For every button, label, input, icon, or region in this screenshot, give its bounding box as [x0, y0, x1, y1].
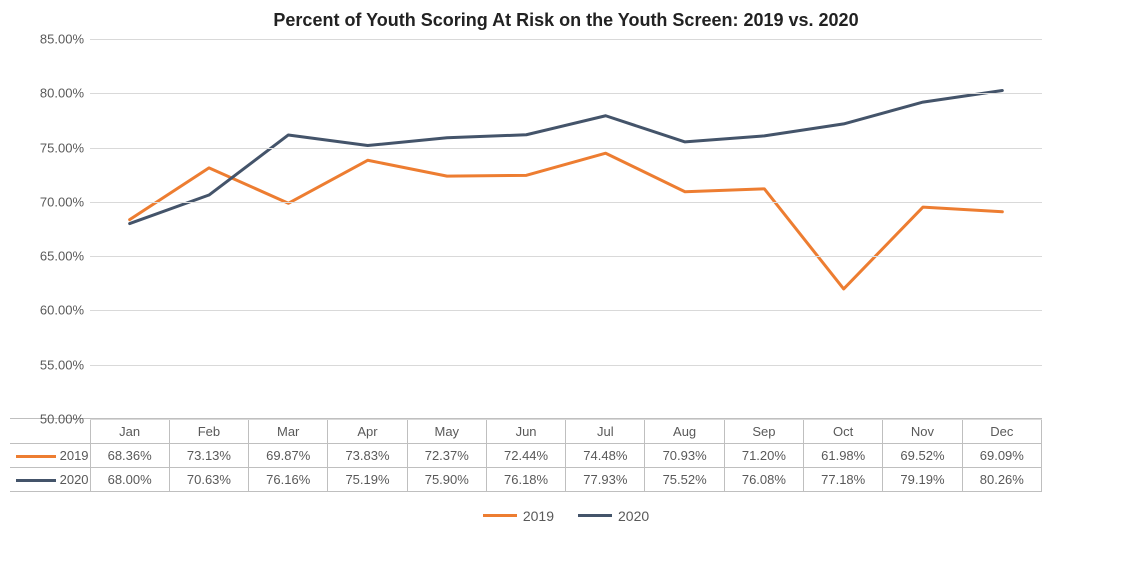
y-tick-label: 80.00% — [40, 86, 84, 101]
data-cell: 77.93% — [566, 468, 645, 492]
month-header: Jun — [486, 420, 565, 444]
gridline — [90, 419, 1042, 420]
gridline — [90, 39, 1042, 40]
y-tick-label: 50.00% — [40, 412, 84, 427]
data-cell: 70.63% — [169, 468, 248, 492]
data-cell: 61.98% — [804, 444, 883, 468]
series-line-2019 — [130, 153, 1003, 289]
data-cell: 70.93% — [645, 444, 724, 468]
legend-item-2020: 2020 — [578, 508, 649, 524]
data-cell: 75.90% — [407, 468, 486, 492]
month-header: Jan — [90, 420, 169, 444]
data-cell: 68.00% — [90, 468, 169, 492]
data-cell: 69.52% — [883, 444, 962, 468]
gridline — [90, 310, 1042, 311]
series-lines — [90, 39, 1042, 419]
gridline — [90, 365, 1042, 366]
gridline — [90, 256, 1042, 257]
data-cell: 72.44% — [486, 444, 565, 468]
series-marker-2019 — [16, 455, 56, 458]
month-header: Apr — [328, 420, 407, 444]
month-header: Feb — [169, 420, 248, 444]
series-row-header: 2020 — [10, 468, 90, 492]
y-tick-label: 75.00% — [40, 140, 84, 155]
y-tick-label: 85.00% — [40, 32, 84, 47]
month-header: Mar — [249, 420, 328, 444]
gridline — [90, 202, 1042, 203]
chart-title: Percent of Youth Scoring At Risk on the … — [10, 10, 1122, 31]
data-cell: 80.26% — [962, 468, 1041, 492]
gridline — [90, 93, 1042, 94]
month-header: Oct — [804, 420, 883, 444]
legend-label: 2020 — [618, 508, 649, 524]
plot-area: 50.00%55.00%60.00%65.00%70.00%75.00%80.0… — [10, 39, 1042, 419]
series-line-2020 — [130, 90, 1003, 223]
chart-container: Percent of Youth Scoring At Risk on the … — [0, 0, 1132, 584]
month-header: Jul — [566, 420, 645, 444]
legend-swatch-2020 — [578, 514, 612, 517]
data-cell: 77.18% — [804, 468, 883, 492]
legend: 2019 2020 — [10, 504, 1122, 524]
month-header: Dec — [962, 420, 1041, 444]
month-header: Sep — [724, 420, 803, 444]
data-cell: 71.20% — [724, 444, 803, 468]
data-table: JanFebMarAprMayJunJulAugSepOctNovDec 201… — [10, 419, 1042, 492]
legend-label: 2019 — [523, 508, 554, 524]
data-cell: 76.18% — [486, 468, 565, 492]
legend-item-2019: 2019 — [483, 508, 554, 524]
y-tick-label: 60.00% — [40, 303, 84, 318]
y-tick-label: 70.00% — [40, 194, 84, 209]
series-row-header: 2019 — [10, 444, 90, 468]
data-cell: 69.87% — [249, 444, 328, 468]
table-header-row: JanFebMarAprMayJunJulAugSepOctNovDec — [10, 420, 1042, 444]
month-header: Nov — [883, 420, 962, 444]
series-marker-2020 — [16, 479, 56, 482]
y-tick-label: 65.00% — [40, 249, 84, 264]
table-row-2020: 202068.00%70.63%76.16%75.19%75.90%76.18%… — [10, 468, 1042, 492]
series-name-label: 2019 — [56, 448, 89, 463]
gridline — [90, 148, 1042, 149]
data-cell: 72.37% — [407, 444, 486, 468]
data-cell: 76.08% — [724, 468, 803, 492]
series-name-label: 2020 — [56, 472, 89, 487]
data-cell: 75.52% — [645, 468, 724, 492]
data-cell: 73.83% — [328, 444, 407, 468]
plot-wrapper: 50.00% 55.00% 60.00% 65.00% 70.00% 75.00% 80.0… — [10, 39, 1122, 492]
data-cell: 74.48% — [566, 444, 645, 468]
month-header: May — [407, 420, 486, 444]
data-cell: 75.19% — [328, 468, 407, 492]
data-cell: 68.36% — [90, 444, 169, 468]
y-axis: 50.00%55.00%60.00%65.00%70.00%75.00%80.0… — [10, 39, 90, 418]
data-cell: 76.16% — [249, 468, 328, 492]
data-cell: 73.13% — [169, 444, 248, 468]
legend-swatch-2019 — [483, 514, 517, 517]
table-row-2019: 201968.36%73.13%69.87%73.83%72.37%72.44%… — [10, 444, 1042, 468]
y-tick-label: 55.00% — [40, 357, 84, 372]
data-cell: 69.09% — [962, 444, 1041, 468]
data-cell: 79.19% — [883, 468, 962, 492]
month-header: Aug — [645, 420, 724, 444]
